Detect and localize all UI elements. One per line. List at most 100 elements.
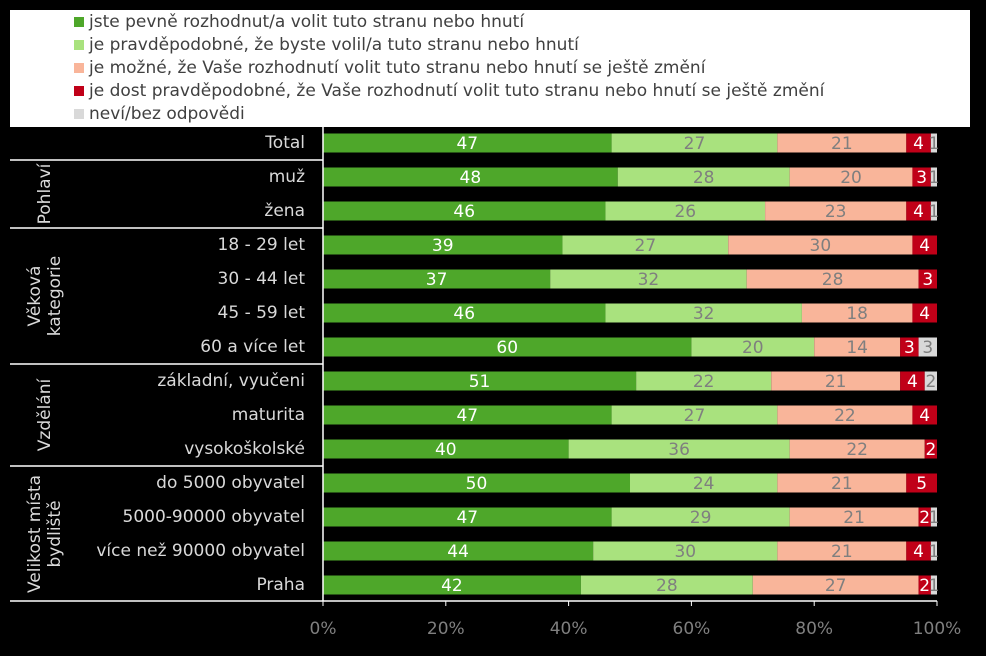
value-label: 3: [904, 338, 915, 358]
bar-segment: [906, 133, 931, 153]
value-label: 4: [919, 406, 930, 426]
group-label: Věková: [25, 266, 45, 327]
bar-segment: [930, 575, 937, 595]
value-label: 42: [441, 576, 463, 596]
value-label: 14: [846, 338, 868, 358]
bar-segment: [580, 575, 753, 595]
legend-box: [10, 10, 970, 127]
value-label: 4: [913, 134, 924, 154]
value-label: 30: [674, 542, 696, 562]
bar-segment: [611, 133, 778, 153]
bar-segment: [568, 439, 790, 459]
bar-segment: [900, 337, 919, 357]
bar-segment: [777, 541, 907, 561]
value-label: 27: [635, 236, 657, 256]
x-tick-label: 0%: [310, 619, 337, 639]
value-label: 4: [913, 202, 924, 222]
value-label: 39: [432, 236, 454, 256]
y-tick-label: Praha: [256, 575, 305, 595]
bar-segment: [906, 201, 931, 221]
value-label: 28: [822, 270, 844, 290]
legend-swatch: [74, 17, 84, 27]
y-tick-label: 45 - 59 let: [218, 303, 306, 323]
value-label: 23: [825, 202, 847, 222]
value-label: 28: [693, 168, 715, 188]
bar-segment: [323, 541, 594, 561]
value-label: 1: [929, 542, 940, 562]
legend-swatch: [74, 63, 84, 73]
legend-label: neví/bez odpovědi: [89, 104, 245, 124]
value-label: 21: [831, 134, 853, 154]
bar-segment: [912, 303, 937, 323]
bar-segment: [611, 405, 778, 425]
value-label: 22: [693, 372, 715, 392]
bar-segment: [323, 439, 569, 459]
bar-segment: [323, 371, 637, 391]
bar-segment: [323, 201, 606, 221]
value-label: 3: [922, 338, 933, 358]
bar-segment: [930, 507, 937, 527]
value-label: 4: [919, 304, 930, 324]
value-label: 3: [916, 168, 927, 188]
bar-segment: [777, 473, 907, 493]
bar-segment: [789, 507, 919, 527]
value-label: 21: [825, 372, 847, 392]
bar-segment: [611, 507, 790, 527]
bar-segment: [771, 371, 901, 391]
bar-segment: [918, 337, 937, 357]
y-tick-label: Total: [264, 133, 305, 153]
value-label: 46: [453, 304, 475, 324]
group-label: Velikost místa: [25, 475, 45, 593]
value-label: 30: [810, 236, 832, 256]
bar-segment: [906, 473, 937, 493]
bar-segment: [930, 201, 937, 221]
value-label: 60: [496, 338, 518, 358]
legend-label: je možné, že Vaše rozhodnutí volit tuto …: [88, 58, 707, 78]
bar-segment: [924, 371, 937, 391]
bar-segment: [918, 507, 931, 527]
y-tick-label: vysokoškolské: [184, 439, 305, 459]
bar-segment: [550, 269, 747, 289]
value-label: 3: [922, 270, 933, 290]
x-tick-label: 100%: [913, 619, 962, 639]
value-label: 1: [929, 508, 940, 528]
legend-swatch: [74, 40, 84, 50]
bar-segment: [789, 439, 925, 459]
x-tick-label: 40%: [550, 619, 588, 639]
bar-segment: [323, 405, 612, 425]
value-label: 27: [684, 134, 706, 154]
bar-segment: [617, 167, 790, 187]
group-label: Pohlaví: [35, 162, 55, 224]
value-label: 47: [456, 508, 478, 528]
bar-segment: [924, 439, 937, 459]
bar-segment: [930, 133, 937, 153]
x-tick-label: 80%: [795, 619, 833, 639]
y-tick-label: žena: [264, 201, 305, 221]
value-label: 51: [469, 372, 491, 392]
value-label: 20: [840, 168, 862, 188]
value-label: 27: [825, 576, 847, 596]
value-label: 47: [456, 134, 478, 154]
y-tick-label: základní, vyučeni: [157, 371, 305, 391]
bar-segment: [746, 269, 919, 289]
value-label: 36: [668, 440, 690, 460]
bar-segment: [900, 371, 925, 391]
value-label: 24: [693, 474, 715, 494]
bar-segment: [912, 405, 937, 425]
legend-swatch: [74, 86, 84, 96]
value-label: 4: [907, 372, 918, 392]
value-label: 1: [929, 134, 940, 154]
y-tick-label: maturita: [232, 405, 305, 425]
value-label: 46: [453, 202, 475, 222]
value-label: 2: [919, 576, 930, 596]
value-label: 4: [919, 236, 930, 256]
bar-segment: [814, 337, 901, 357]
value-label: 2: [925, 440, 936, 460]
legend-label: je dost pravděpodobné, že Vaše rozhodnut…: [88, 81, 826, 101]
value-label: 20: [742, 338, 764, 358]
bar-segment: [636, 371, 772, 391]
value-label: 5: [916, 474, 927, 494]
value-label: 2: [919, 508, 930, 528]
value-label: 21: [831, 474, 853, 494]
